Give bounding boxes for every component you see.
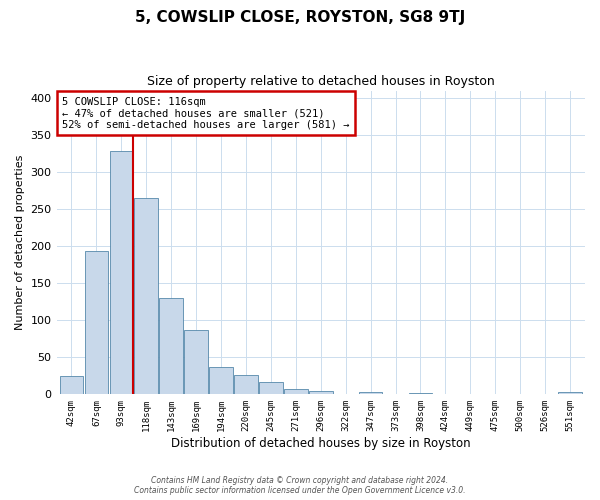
Bar bbox=[110, 152, 133, 394]
Text: Contains HM Land Registry data © Crown copyright and database right 2024.
Contai: Contains HM Land Registry data © Crown c… bbox=[134, 476, 466, 495]
Title: Size of property relative to detached houses in Royston: Size of property relative to detached ho… bbox=[147, 75, 494, 88]
Bar bbox=[284, 389, 308, 394]
Bar bbox=[259, 382, 283, 394]
Bar bbox=[309, 392, 332, 394]
Bar bbox=[59, 376, 83, 394]
Bar bbox=[558, 392, 582, 394]
Bar bbox=[234, 375, 258, 394]
Bar bbox=[409, 393, 433, 394]
Bar bbox=[359, 392, 382, 394]
Bar bbox=[160, 298, 183, 394]
Bar bbox=[85, 252, 108, 394]
Bar bbox=[134, 198, 158, 394]
X-axis label: Distribution of detached houses by size in Royston: Distribution of detached houses by size … bbox=[171, 437, 470, 450]
Bar bbox=[184, 330, 208, 394]
Text: 5, COWSLIP CLOSE, ROYSTON, SG8 9TJ: 5, COWSLIP CLOSE, ROYSTON, SG8 9TJ bbox=[135, 10, 465, 25]
Y-axis label: Number of detached properties: Number of detached properties bbox=[15, 155, 25, 330]
Bar bbox=[209, 367, 233, 394]
Text: 5 COWSLIP CLOSE: 116sqm
← 47% of detached houses are smaller (521)
52% of semi-d: 5 COWSLIP CLOSE: 116sqm ← 47% of detache… bbox=[62, 96, 349, 130]
